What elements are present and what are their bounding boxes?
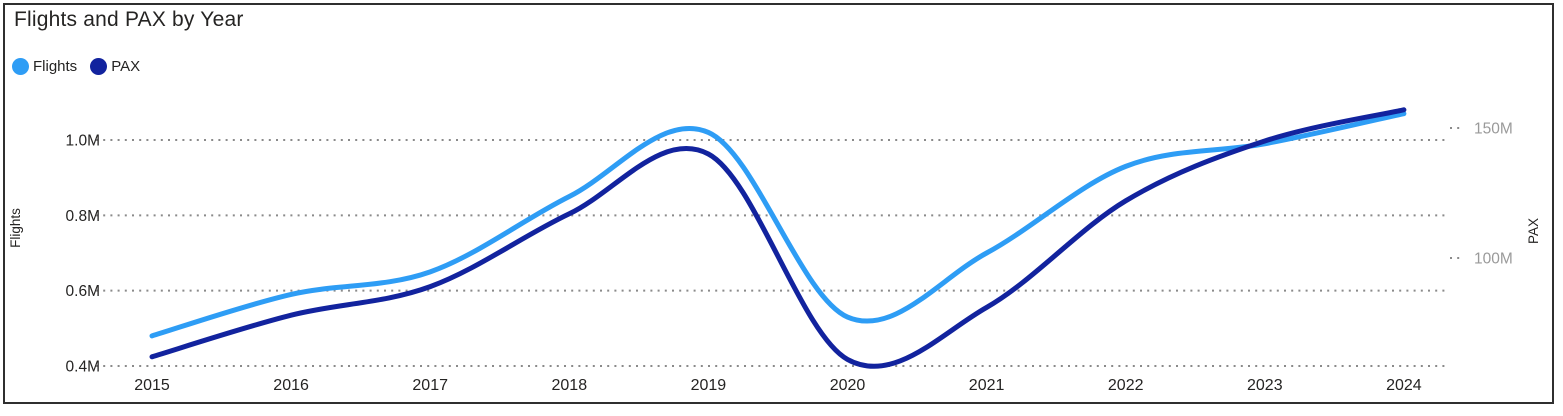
- x-axis-tick-label: 2017: [412, 377, 448, 394]
- x-axis-tick-label: 2023: [1247, 377, 1283, 394]
- right-axis-tick-label: 150M: [1474, 121, 1513, 138]
- chart-visual-frame: [3, 3, 1554, 404]
- right-axis-tick-label: 100M: [1474, 251, 1513, 268]
- left-axis-tick-label: 0.8M: [66, 208, 100, 225]
- legend-label-flights: Flights: [33, 58, 78, 75]
- x-axis-tick-label: 2015: [134, 377, 170, 394]
- legend-item-pax[interactable]: PAX: [90, 58, 140, 75]
- left-axis-title: Flights: [8, 208, 23, 248]
- x-axis-tick-label: 2024: [1386, 377, 1422, 394]
- left-axis-tick-label: 0.6M: [66, 283, 100, 300]
- x-axis-tick-label: 2021: [969, 377, 1005, 394]
- series-line-pax[interactable]: [149, 107, 1407, 369]
- legend: Flights PAX: [12, 58, 140, 75]
- legend-label-pax: PAX: [111, 58, 141, 75]
- series-line-flights[interactable]: [149, 111, 1407, 339]
- x-axis-tick-label: 2022: [1108, 377, 1144, 394]
- flights-circle-swatch-icon: [12, 58, 29, 75]
- left-axis-tick-label: 1.0M: [66, 132, 100, 149]
- x-axis-tick-label: 2016: [273, 377, 309, 394]
- x-axis-tick-label: 2018: [552, 377, 588, 394]
- x-axis-tick-label: 2019: [691, 377, 727, 394]
- x-axis-tick-label: 2020: [830, 377, 866, 394]
- right-axis-title: PAX: [1526, 218, 1541, 244]
- legend-item-flights[interactable]: Flights: [12, 58, 77, 75]
- chart-title: Flights and PAX by Year: [14, 8, 244, 31]
- left-axis-tick-label: 0.4M: [66, 359, 100, 376]
- pax-circle-swatch-icon: [90, 58, 108, 75]
